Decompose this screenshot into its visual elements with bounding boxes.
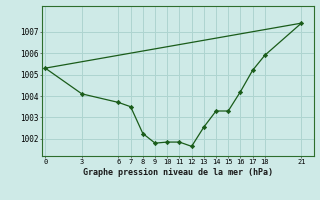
X-axis label: Graphe pression niveau de la mer (hPa): Graphe pression niveau de la mer (hPa) [83,168,273,177]
